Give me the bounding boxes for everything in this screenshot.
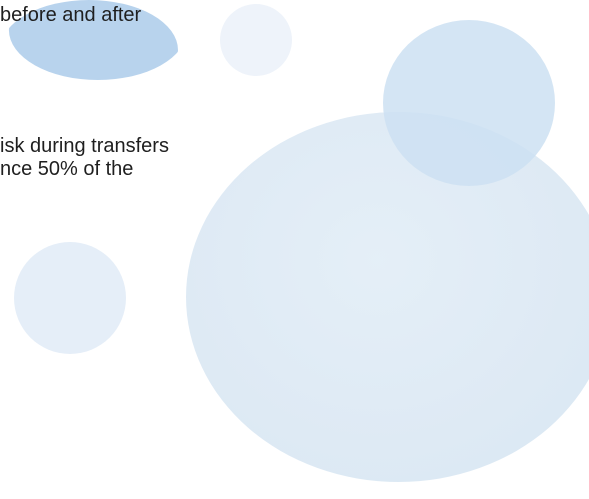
body-text-line-1: before and after bbox=[0, 4, 142, 26]
body-text-line-3: nce 50% of the bbox=[0, 158, 134, 180]
decorative-circle-left bbox=[14, 242, 126, 354]
decorative-circle-top-right bbox=[383, 20, 555, 186]
decorative-circle-large bbox=[186, 112, 589, 482]
decorative-circle-small-top bbox=[220, 4, 292, 76]
body-text-line-2: isk during transfers bbox=[0, 135, 169, 157]
